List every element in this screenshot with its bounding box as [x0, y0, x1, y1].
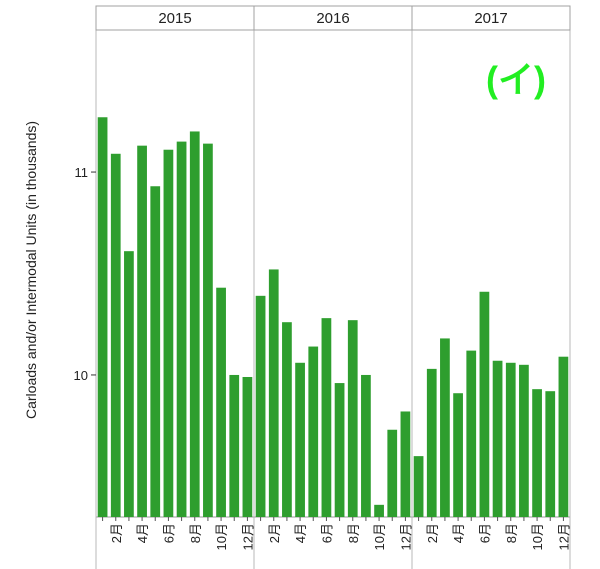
bar	[110, 153, 121, 517]
bar	[308, 346, 319, 517]
x-tick-label: 6月	[477, 523, 492, 543]
x-tick-label: 8月	[346, 523, 361, 543]
bar	[321, 318, 332, 517]
bar	[268, 269, 279, 517]
x-tick-label: 12月	[556, 523, 571, 550]
panel-header-label: 2015	[158, 10, 191, 27]
bar	[203, 143, 213, 517]
bar	[558, 356, 569, 517]
bar	[150, 186, 161, 517]
x-tick-label: 10月	[214, 523, 229, 550]
bar	[124, 251, 134, 517]
x-tick-label: 8月	[188, 523, 203, 543]
x-tick-label: 6月	[161, 523, 176, 543]
bar	[295, 362, 305, 517]
bar	[229, 374, 240, 517]
bar	[163, 149, 174, 517]
bar	[505, 362, 516, 517]
bar	[334, 383, 345, 517]
bar	[413, 456, 424, 517]
bar	[176, 141, 187, 517]
bar	[387, 429, 398, 517]
x-tick-label: 10月	[372, 523, 387, 550]
bar	[255, 295, 266, 517]
bar	[426, 368, 437, 517]
bar	[189, 131, 200, 517]
bar	[361, 374, 371, 517]
x-tick-label: 2月	[267, 523, 282, 543]
y-tick-label: 10	[74, 368, 88, 383]
x-tick-label: 4月	[451, 523, 466, 543]
bar	[453, 393, 463, 517]
bar	[492, 360, 503, 517]
bar	[216, 287, 226, 517]
x-tick-label: 2月	[425, 523, 440, 543]
x-tick-label: 8月	[504, 523, 519, 543]
x-tick-label: 4月	[135, 523, 150, 543]
panel-header-label: 2016	[316, 10, 349, 27]
x-tick-label: 10月	[530, 523, 545, 550]
bar	[137, 145, 147, 517]
x-tick-label: 12月	[240, 523, 255, 550]
panel-badge: (イ)	[486, 59, 546, 100]
bar	[466, 350, 477, 517]
bar	[282, 322, 292, 517]
bar	[97, 117, 108, 517]
bar	[242, 376, 253, 517]
y-axis-title: Carloads and/or Intermodal Units (in tho…	[23, 121, 39, 419]
bar	[532, 389, 542, 517]
x-tick-label: 6月	[319, 523, 334, 543]
bar	[440, 338, 450, 517]
panel-header-box	[95, 5, 255, 31]
bar	[479, 291, 490, 517]
bar	[347, 320, 358, 517]
x-tick-label: 2月	[109, 523, 124, 543]
bar	[400, 411, 411, 517]
bar	[374, 504, 384, 517]
y-tick-label: 11	[75, 165, 89, 180]
bar	[519, 364, 529, 517]
x-tick-label: 4月	[293, 523, 308, 543]
panel-header-label: 2017	[474, 10, 507, 27]
x-tick-label: 12月	[398, 523, 413, 550]
bar	[545, 391, 556, 517]
